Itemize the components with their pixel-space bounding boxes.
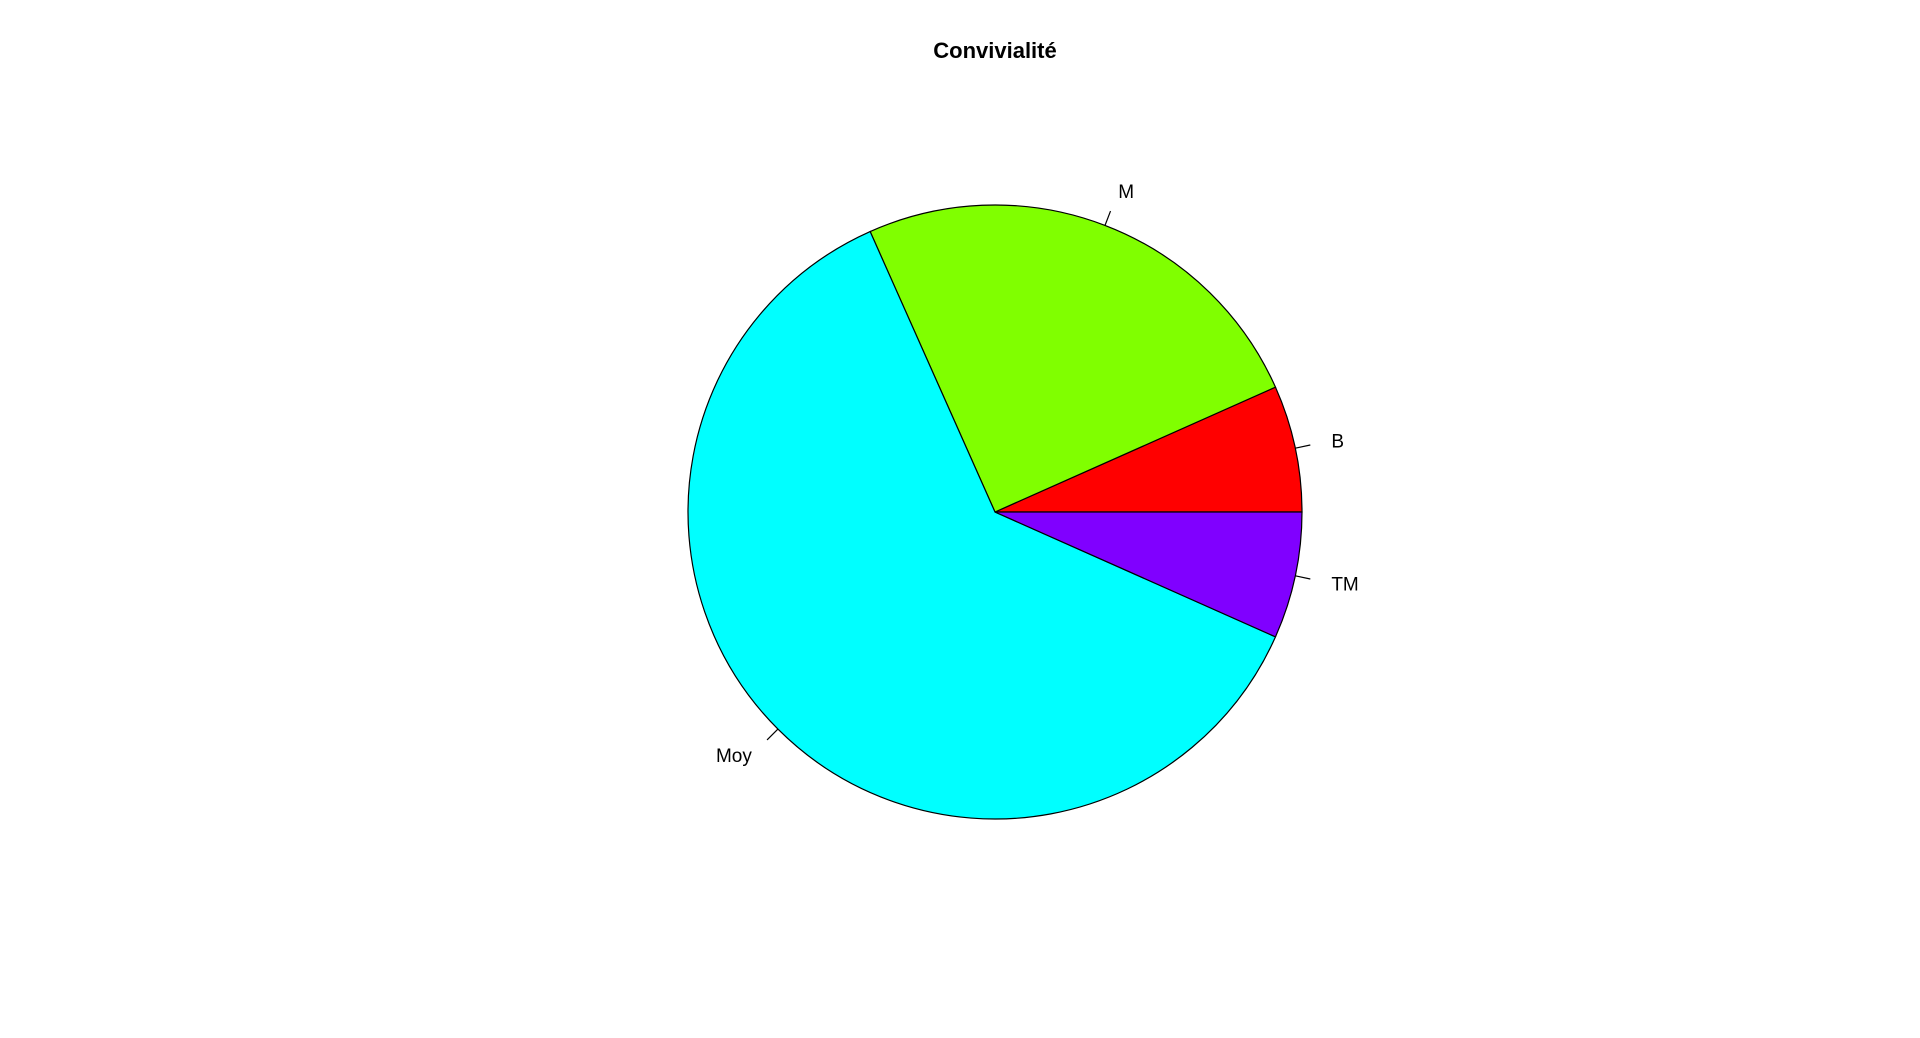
pie-slice-tm <box>994 511 1303 638</box>
pie-label-m: M <box>1118 182 1134 203</box>
pie-slice-moy <box>687 230 1277 820</box>
pie-slice-b <box>994 386 1303 513</box>
pie-tick-m <box>1104 210 1112 226</box>
pie-label-b: B <box>1331 432 1344 453</box>
pie-label-moy: Moy <box>716 746 752 767</box>
pie-slices <box>687 204 1303 820</box>
chart-title: Convivialité <box>933 38 1056 63</box>
pie-label-ticks <box>766 210 1311 741</box>
pie-tick-b <box>1295 444 1311 449</box>
pie-label-tm: TM <box>1331 574 1358 595</box>
pie-tick-moy <box>766 728 779 741</box>
pie-labels: B M Moy TM <box>716 182 1359 767</box>
pie-tick-tm <box>1295 575 1311 580</box>
